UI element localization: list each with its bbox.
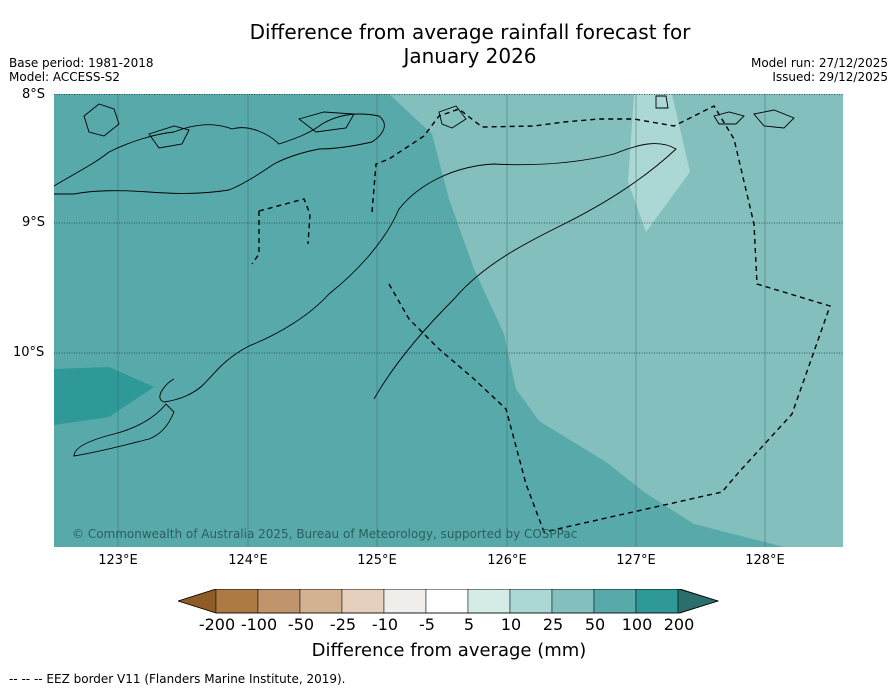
colorbar-segment-2: [215, 589, 259, 614]
meta-left: Base period: 1981-2018 Model: ACCESS-S2: [9, 56, 154, 84]
island-north-4: [438, 105, 467, 129]
colorbar-segment-12: [635, 589, 679, 614]
meta-right: Model run: 27/12/2025 Issued: 29/12/2025: [751, 56, 888, 84]
lat-label-8s: 8°S: [22, 87, 46, 102]
parallels: [54, 94, 843, 354]
lon-label-125e: 125°E: [357, 553, 397, 568]
base-period-text: Base period: 1981-2018: [9, 56, 154, 70]
colorbar-segment-6: [383, 589, 427, 614]
cb-tick-6: -5: [419, 615, 435, 634]
colorbar-segment-13: [677, 589, 719, 614]
eez-oecusse: [251, 198, 311, 265]
sumba-coast: [73, 403, 175, 457]
map-title: Difference from average rainfall forecas…: [170, 20, 770, 68]
colorbar-segment-4: [299, 589, 343, 614]
lon-label-127e: 127°E: [616, 553, 656, 568]
eez-borders: [251, 105, 831, 533]
islet-3: [753, 109, 795, 129]
rainfall-map: © Commonwealth of Australia 2025, Bureau…: [54, 94, 843, 547]
island-north-1: [83, 103, 120, 137]
eez-timor-south: [388, 283, 545, 533]
band-10-25: [628, 94, 690, 232]
title-line-2: January 2026: [403, 44, 537, 68]
timor-coast: [159, 143, 677, 403]
lon-label-126e: 126°E: [487, 553, 527, 568]
colorbar: [178, 589, 719, 614]
graticule: [117, 94, 766, 547]
colorbar-segments: [178, 589, 719, 614]
colorbar-segment-1: [178, 589, 217, 614]
island-north-2: [148, 125, 190, 149]
colorbar-label: Difference from average (mm): [311, 640, 587, 661]
colorbar-segment-8: [467, 589, 511, 614]
colorbar-segment-10: [551, 589, 595, 614]
colorbar-segment-5: [341, 589, 385, 614]
cb-tick-12: 200: [663, 615, 695, 634]
cb-tick-2: -100: [240, 615, 278, 634]
coastlines: [54, 95, 795, 457]
copyright-text: © Commonwealth of Australia 2025, Bureau…: [72, 527, 577, 541]
title-line-1: Difference from average rainfall forecas…: [249, 20, 691, 44]
cb-tick-7: 5: [463, 615, 475, 634]
cb-tick-3: -50: [287, 615, 315, 634]
model-run-text: Model run: 27/12/2025: [750, 56, 888, 70]
cb-tick-9: 25: [542, 615, 564, 634]
cb-tick-4: -25: [329, 615, 357, 634]
colorbar-segment-9: [509, 589, 553, 614]
eez-legend-note: -- -- -- EEZ border V11 (Flanders Marine…: [9, 672, 346, 686]
cb-tick-8: 10: [500, 615, 522, 634]
colorbar-segment-3: [257, 589, 301, 614]
island-north-3: [298, 111, 355, 133]
colorbar-segment-11: [593, 589, 637, 614]
cb-tick-1: -200: [198, 615, 236, 634]
cb-tick-5: -10: [371, 615, 399, 634]
issued-text: Issued: 29/12/2025: [772, 70, 888, 84]
lat-label-10s: 10°S: [13, 345, 45, 360]
lon-label-128e: 128°E: [745, 553, 785, 568]
cb-tick-11: 100: [621, 615, 653, 634]
model-text: Model: ACCESS-S2: [9, 70, 121, 84]
flores-coast: [54, 113, 385, 195]
lat-label-9s: 9°S: [22, 215, 46, 230]
islet-1: [655, 95, 669, 109]
lon-label-123e: 123°E: [98, 553, 138, 568]
band-25-50: [389, 94, 843, 547]
cb-tick-10: 50: [584, 615, 606, 634]
colorbar-segment-7: [425, 589, 469, 614]
colorbar-outline: [178, 589, 719, 614]
eez-timor-north: [371, 105, 831, 533]
lon-label-124e: 124°E: [228, 553, 268, 568]
islet-2: [713, 111, 745, 125]
band-100-200: [54, 367, 154, 425]
